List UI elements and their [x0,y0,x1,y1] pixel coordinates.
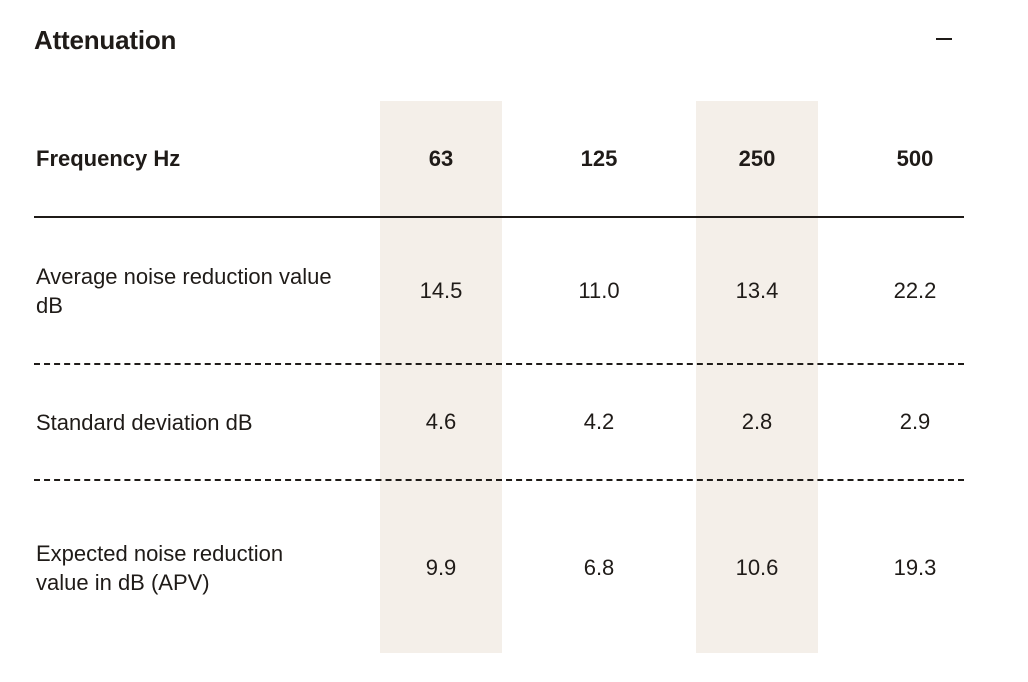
cell-value: 2.9 [899,409,931,434]
cell-value: 14.5 [419,277,463,303]
header-divider [34,216,964,218]
header-freq: 63 [428,145,454,171]
cell-value: 10.6 [735,555,779,580]
cell-value: 11.0 [578,277,620,303]
cell-value: 2.8 [741,409,773,434]
table-body: Average noise reduction value dB 14.5 11… [34,218,964,363]
attenuation-panel: Attenuation Frequency Hz 63 125 250 500 … [34,0,964,682]
table-row: Expected noise reduction value in dB (AP… [34,481,964,655]
row-label: Average noise reduction value dB [36,263,332,318]
cell-value: 4.2 [583,409,615,434]
section-title: Attenuation [34,25,177,55]
attenuation-table: Frequency Hz 63 125 250 500 [34,101,964,216]
column-highlight-63 [380,101,502,653]
header-label: Frequency Hz [36,146,181,171]
section-header[interactable]: Attenuation [34,22,964,58]
minus-icon [936,38,952,40]
row-label: Standard deviation dB [36,409,253,435]
table-header-row: Frequency Hz 63 125 250 500 [34,101,964,216]
table-row: Average noise reduction value dB 14.5 11… [34,218,964,363]
column-highlight-250 [696,101,818,653]
header-freq: 500 [896,145,934,171]
header-freq: 250 [738,145,776,171]
cell-value: 13.4 [735,277,779,303]
header-freq: 125 [580,145,618,171]
table-body: Standard deviation dB 4.6 4.2 2.8 2.9 [34,365,964,479]
table-body: Expected noise reduction value in dB (AP… [34,481,964,655]
row-divider [34,479,964,481]
cell-value: 4.6 [425,409,457,434]
cell-value: 9.9 [425,555,457,580]
collapse-button[interactable] [932,22,956,58]
cell-value: 19.3 [893,555,937,580]
cell-value: 22.2 [893,277,937,303]
row-divider [34,363,964,365]
cell-value: 6.8 [583,555,615,580]
table-row: Standard deviation dB 4.6 4.2 2.8 2.9 [34,365,964,479]
row-label: Expected noise reduction value in dB (AP… [36,541,284,595]
